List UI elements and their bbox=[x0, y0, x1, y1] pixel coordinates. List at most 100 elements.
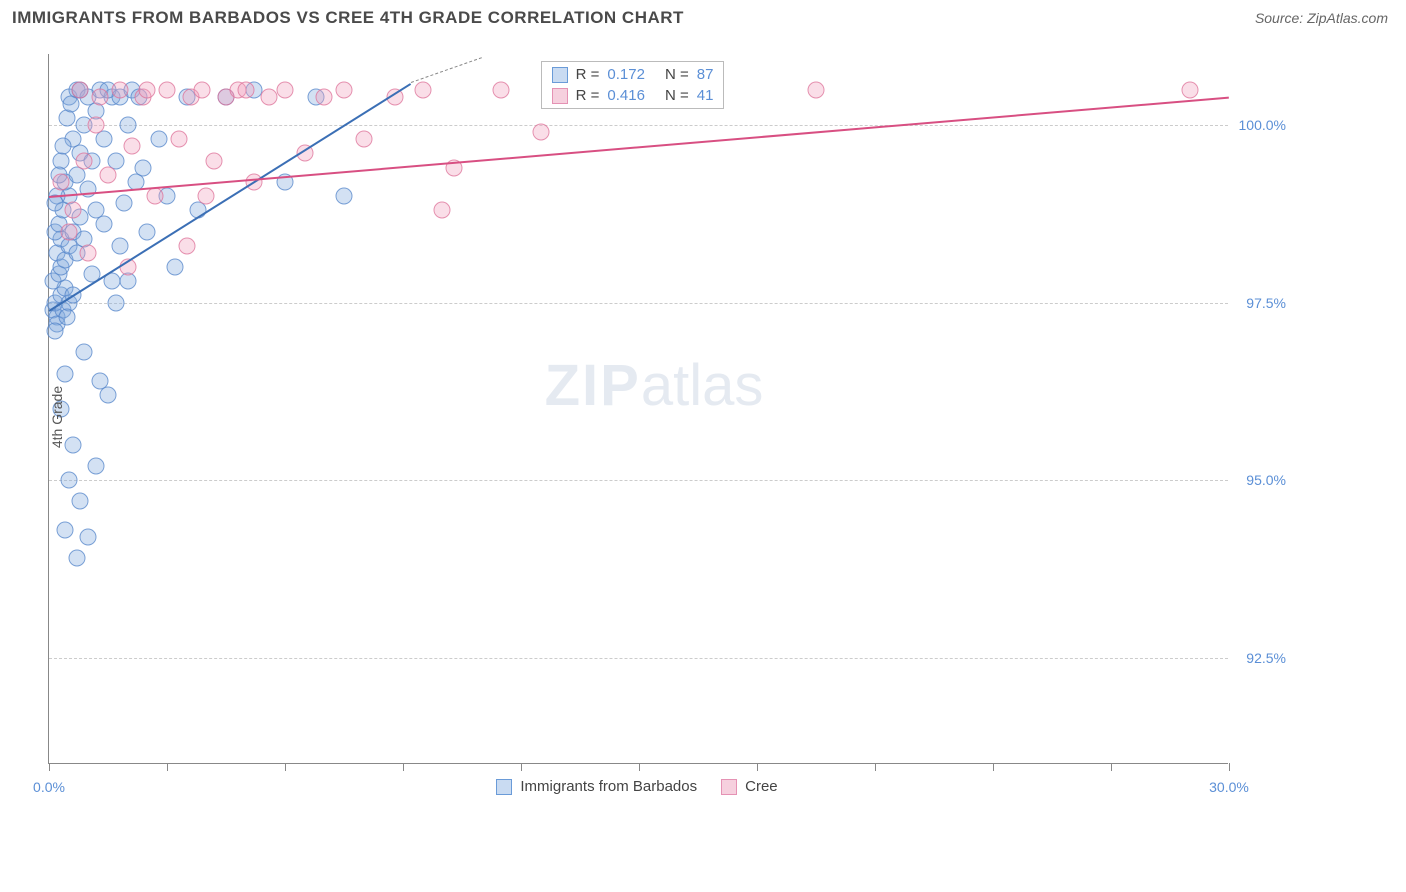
x-tick bbox=[1229, 763, 1230, 771]
data-point bbox=[76, 344, 93, 361]
data-point bbox=[56, 365, 73, 382]
data-point bbox=[147, 188, 164, 205]
data-point bbox=[1181, 81, 1198, 98]
x-tick bbox=[285, 763, 286, 771]
legend-swatch-icon bbox=[496, 779, 512, 795]
series-legend-item: Cree bbox=[721, 778, 778, 795]
data-point bbox=[206, 152, 223, 169]
legend-row: R = 0.172 N = 87 bbox=[542, 64, 724, 85]
legend-swatch-icon bbox=[721, 779, 737, 795]
data-point bbox=[100, 166, 117, 183]
series-legend-item: Immigrants from Barbados bbox=[496, 778, 697, 795]
x-tick bbox=[521, 763, 522, 771]
data-point bbox=[336, 188, 353, 205]
data-point bbox=[92, 88, 109, 105]
correlation-chart: 92.5%95.0%97.5%100.0%0.0%30.0%ZIPatlasR … bbox=[18, 44, 1298, 814]
source-attribution: Source: ZipAtlas.com bbox=[1255, 10, 1388, 26]
data-point bbox=[355, 131, 372, 148]
data-point bbox=[434, 202, 451, 219]
legend-row: R = 0.416 N = 41 bbox=[542, 85, 724, 106]
correlation-legend: R = 0.172 N = 87 R = 0.416 N = 41 bbox=[541, 61, 725, 109]
data-point bbox=[60, 223, 77, 240]
data-point bbox=[115, 195, 132, 212]
x-tick bbox=[993, 763, 994, 771]
data-point bbox=[277, 81, 294, 98]
data-point bbox=[107, 294, 124, 311]
y-axis-label: 4th Grade bbox=[49, 386, 65, 448]
legend-r-label: R = bbox=[576, 87, 600, 104]
data-point bbox=[56, 521, 73, 538]
x-tick bbox=[757, 763, 758, 771]
legend-n-label: N = bbox=[665, 87, 689, 104]
data-point bbox=[135, 159, 152, 176]
data-point bbox=[80, 244, 97, 261]
data-point bbox=[68, 550, 85, 567]
data-point bbox=[151, 131, 168, 148]
data-point bbox=[60, 472, 77, 489]
data-point bbox=[111, 81, 128, 98]
data-point bbox=[119, 117, 136, 134]
data-point bbox=[198, 188, 215, 205]
data-point bbox=[316, 88, 333, 105]
y-tick-label: 92.5% bbox=[1246, 650, 1286, 666]
data-point bbox=[72, 493, 89, 510]
gridline bbox=[49, 303, 1228, 304]
data-point bbox=[194, 81, 211, 98]
x-tick bbox=[167, 763, 168, 771]
data-point bbox=[336, 81, 353, 98]
data-point bbox=[139, 81, 156, 98]
x-tick bbox=[49, 763, 50, 771]
legend-r-label: R = bbox=[576, 66, 600, 83]
x-tick bbox=[639, 763, 640, 771]
data-point bbox=[237, 81, 254, 98]
y-tick-label: 97.5% bbox=[1246, 295, 1286, 311]
legend-n-label: N = bbox=[665, 66, 689, 83]
data-point bbox=[493, 81, 510, 98]
data-point bbox=[166, 259, 183, 276]
x-tick-label: 30.0% bbox=[1209, 779, 1249, 795]
data-point bbox=[46, 322, 63, 339]
data-point bbox=[88, 117, 105, 134]
legend-n-value: 87 bbox=[697, 66, 714, 83]
data-point bbox=[52, 173, 69, 190]
x-tick bbox=[1111, 763, 1112, 771]
x-tick bbox=[875, 763, 876, 771]
legend-r-value: 0.416 bbox=[607, 87, 645, 104]
data-point bbox=[62, 95, 79, 112]
data-point bbox=[159, 81, 176, 98]
data-point bbox=[178, 237, 195, 254]
trend-line bbox=[411, 58, 482, 84]
data-point bbox=[170, 131, 187, 148]
data-point bbox=[64, 436, 81, 453]
data-point bbox=[532, 124, 549, 141]
legend-swatch-icon bbox=[552, 88, 568, 104]
data-point bbox=[76, 152, 93, 169]
y-tick-label: 100.0% bbox=[1239, 117, 1286, 133]
data-point bbox=[88, 457, 105, 474]
gridline bbox=[49, 480, 1228, 481]
series-name: Immigrants from Barbados bbox=[520, 778, 697, 795]
gridline bbox=[49, 658, 1228, 659]
data-point bbox=[96, 216, 113, 233]
data-point bbox=[72, 81, 89, 98]
data-point bbox=[92, 372, 109, 389]
x-tick bbox=[403, 763, 404, 771]
plot-area: 92.5%95.0%97.5%100.0%0.0%30.0%ZIPatlasR … bbox=[48, 54, 1228, 764]
trend-line bbox=[49, 97, 1229, 198]
data-point bbox=[808, 81, 825, 98]
data-point bbox=[64, 202, 81, 219]
y-tick-label: 95.0% bbox=[1246, 472, 1286, 488]
trend-line bbox=[48, 83, 411, 312]
data-point bbox=[80, 528, 97, 545]
series-legend: Immigrants from Barbados Cree bbox=[496, 778, 777, 795]
data-point bbox=[111, 237, 128, 254]
gridline bbox=[49, 125, 1228, 126]
watermark: ZIPatlas bbox=[545, 352, 764, 419]
chart-title: IMMIGRANTS FROM BARBADOS VS CREE 4TH GRA… bbox=[12, 8, 684, 28]
data-point bbox=[261, 88, 278, 105]
legend-n-value: 41 bbox=[697, 87, 714, 104]
data-point bbox=[58, 308, 75, 325]
data-point bbox=[139, 223, 156, 240]
legend-swatch-icon bbox=[552, 67, 568, 83]
legend-r-value: 0.172 bbox=[607, 66, 645, 83]
